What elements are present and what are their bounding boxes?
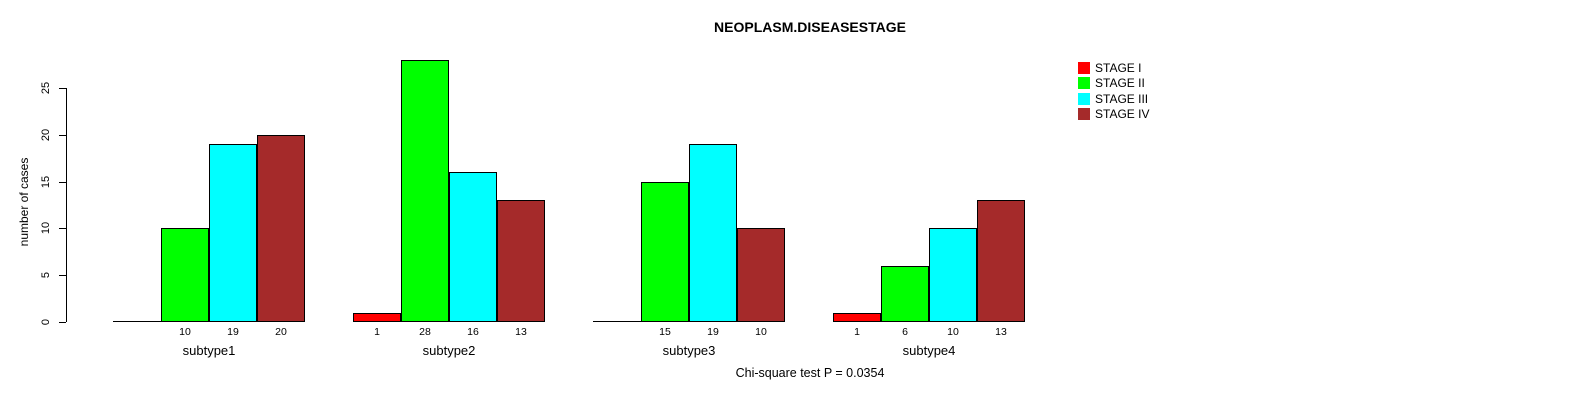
y-axis-line: [66, 88, 67, 322]
legend-item: STAGE II: [1078, 76, 1149, 92]
legend-label: STAGE III: [1095, 91, 1149, 106]
bar-value-label: 10: [947, 326, 959, 338]
bar: [641, 182, 689, 322]
bar-value-label: 20: [275, 326, 287, 338]
bar: [353, 313, 401, 322]
bar-value-label: 10: [179, 326, 191, 338]
category-label: subtype4: [902, 343, 956, 358]
y-axis-tick: [59, 275, 66, 277]
y-axis-tick: [59, 181, 66, 183]
bar-value-label: 1: [854, 326, 860, 338]
y-axis-tick: [59, 134, 66, 136]
legend-label: STAGE IV: [1095, 107, 1150, 122]
category-label: subtype1: [182, 343, 236, 358]
y-axis-tick-label: 5: [40, 272, 52, 279]
y-axis-tick-label: 0: [40, 318, 52, 326]
chart-title: NEOPLASM.DISEASESTAGE: [714, 19, 906, 35]
bar: [209, 144, 257, 322]
bar: [497, 200, 545, 322]
bar: [881, 266, 929, 322]
bar: [401, 60, 449, 322]
y-axis-tick-label: 20: [40, 128, 52, 141]
bar: [977, 200, 1025, 322]
legend-swatch: [1078, 61, 1090, 74]
legend-label: STAGE II: [1095, 76, 1145, 91]
bar-value-label: 1: [374, 326, 380, 338]
category-label: subtype2: [422, 343, 476, 358]
legend: STAGE I STAGE II STAGE III STAGE IV: [1078, 60, 1149, 122]
y-axis-tick-label: 15: [40, 175, 52, 188]
bar: [257, 135, 305, 322]
y-axis-tick: [59, 88, 66, 89]
bar: [161, 228, 209, 322]
legend-swatch: [1078, 108, 1090, 121]
bar: [689, 144, 737, 322]
legend-label: STAGE I: [1095, 60, 1142, 75]
y-axis-tick-label: 25: [40, 81, 52, 95]
bar-value-label: 28: [419, 326, 431, 338]
bar-value-label: 13: [995, 326, 1007, 338]
bar-value-label: 13: [515, 326, 527, 338]
legend-item: STAGE IV: [1078, 107, 1149, 123]
bar-value-label: 6: [902, 326, 908, 338]
bar-value-label: 19: [707, 326, 719, 338]
legend-item: STAGE III: [1078, 91, 1149, 107]
legend-swatch: [1078, 77, 1090, 90]
bar: [737, 228, 785, 322]
y-axis-label: number of cases: [17, 157, 31, 247]
y-axis-tick: [59, 322, 66, 323]
bar: [449, 172, 497, 322]
legend-item: STAGE I: [1078, 60, 1149, 76]
category-label: subtype3: [662, 343, 716, 358]
bar-value-label: 16: [467, 326, 479, 338]
bar-value-label: 15: [659, 326, 671, 338]
bar-value-label: 19: [227, 326, 239, 338]
bar: [929, 228, 977, 322]
bar-value-label: 10: [755, 326, 767, 338]
y-axis-tick: [59, 228, 66, 230]
chi-square-annotation: Chi-square test P = 0.0354: [735, 366, 885, 380]
y-axis-tick-label: 10: [40, 222, 52, 235]
bar: [833, 313, 881, 322]
legend-swatch: [1078, 92, 1090, 105]
